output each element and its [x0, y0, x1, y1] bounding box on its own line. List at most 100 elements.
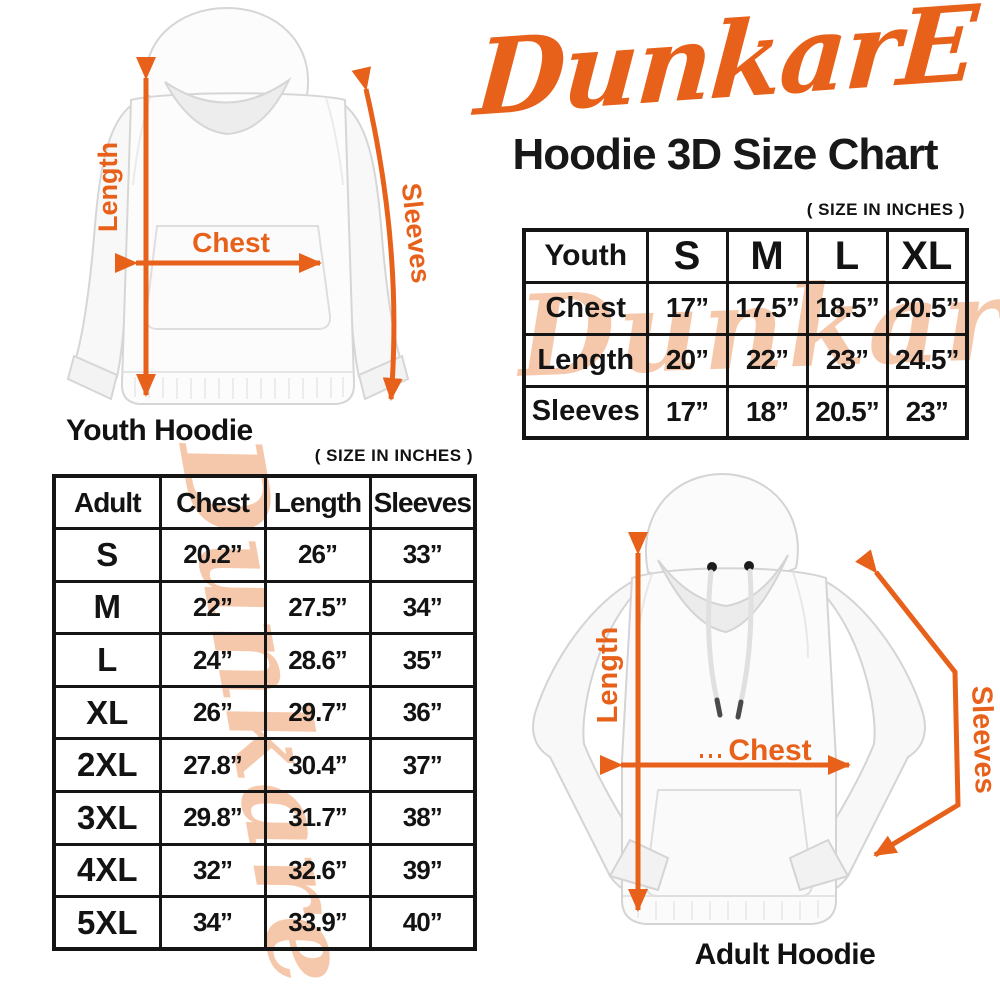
- youth-hoodie-figure: Length Chest Sleeves: [66, 6, 436, 405]
- table-row: L 24” 28.6” 35”: [52, 632, 477, 688]
- table-cell: 38”: [368, 790, 477, 846]
- drawstring-aglets: [714, 697, 744, 720]
- youth-measure-arrows: [115, 57, 403, 401]
- right-eyelet: [744, 561, 754, 571]
- table-cell: 35”: [368, 632, 477, 688]
- table-cell: 3XL: [52, 790, 162, 846]
- table-cell: 27.5”: [263, 579, 372, 636]
- table-cell: Youth: [522, 228, 649, 284]
- table-row: Adult Chest Length Sleeves: [52, 474, 477, 531]
- youth-size-table: Youth S M L XL Chest 17” 17.5” 18.5” 20.…: [522, 228, 969, 440]
- table-cell: 29.7”: [263, 684, 372, 741]
- table-cell: 22”: [725, 332, 809, 388]
- youth-hoodie-caption: Youth Hoodie: [66, 414, 253, 447]
- table-cell: Chest: [158, 474, 267, 531]
- table-cell: S: [52, 527, 162, 583]
- table-cell: 34”: [158, 895, 267, 951]
- table-cell: 37”: [368, 737, 477, 794]
- table-cell: 32”: [158, 842, 267, 899]
- page-title: Hoodie 3D Size Chart: [512, 130, 939, 179]
- table-cell: 2XL: [52, 737, 162, 794]
- table-row: M 22” 27.5” 34”: [52, 579, 477, 636]
- chest-label: Chest: [192, 227, 270, 258]
- table-cell: 23”: [885, 384, 969, 440]
- table-cell: 32.6”: [263, 842, 372, 899]
- hood-opening: [657, 554, 789, 634]
- table-row: 2XL 27.8” 30.4” 37”: [52, 737, 477, 794]
- drawstrings: [706, 568, 754, 705]
- right-cuff-fold: [788, 838, 850, 892]
- table-cell: 40”: [368, 895, 477, 951]
- sleeves-label: Sleeves: [965, 685, 1000, 794]
- table-cell: 20.2”: [158, 527, 267, 583]
- table-row: XL 26” 29.7” 36”: [52, 684, 477, 741]
- table-row: Length 20” 22” 23” 24.5”: [522, 332, 969, 388]
- table-row: S 20.2” 26” 33”: [52, 527, 477, 583]
- table-row: 3XL 29.8” 31.7” 38”: [52, 790, 477, 846]
- table-cell: 27.8”: [158, 737, 267, 794]
- table-cell: Adult: [52, 474, 162, 531]
- table-cell: 34”: [368, 579, 477, 636]
- hood: [645, 472, 799, 582]
- table-cell: Length: [263, 474, 372, 531]
- table-cell: 20.5”: [805, 384, 889, 440]
- left-cuff: [66, 354, 119, 401]
- chest-label: Chest: [728, 734, 811, 767]
- table-cell: 20”: [645, 332, 729, 388]
- table-cell: 22”: [158, 579, 267, 636]
- adult-hoodie-caption: Adult Hoodie: [694, 938, 876, 971]
- sleeves-label: Sleeves: [396, 181, 436, 284]
- table-cell: M: [52, 579, 162, 636]
- table-cell: 5XL: [52, 895, 162, 951]
- table-cell: 4XL: [52, 842, 162, 899]
- sleeves-arrow: [855, 549, 961, 858]
- table-cell: 28.6”: [263, 632, 372, 688]
- left-eyelet: [707, 562, 717, 572]
- table-cell: 33.9”: [263, 895, 372, 951]
- table-cell: 26”: [263, 527, 372, 583]
- adult-hoodie-drawing: [532, 472, 926, 925]
- table-cell: Sleeves: [522, 384, 649, 440]
- adult-measure-arrows: [600, 532, 961, 913]
- brand-logo: DunkarE: [450, 0, 1000, 140]
- table-cell: 20.5”: [885, 280, 969, 336]
- table-row: Youth S M L XL: [522, 228, 969, 284]
- hood-opening: [164, 77, 292, 136]
- table-cell: 39”: [368, 842, 477, 899]
- table-cell: Length: [522, 332, 649, 388]
- table-row: Chest 17” 17.5” 18.5” 20.5”: [522, 280, 969, 336]
- length-label: Length: [93, 142, 123, 232]
- table-row: 4XL 32” 32.6” 39”: [52, 842, 477, 899]
- table-row: Sleeves 17” 18” 20.5” 23”: [522, 384, 969, 440]
- sleeves-arrow: [351, 66, 403, 401]
- brand-logo-text: DunkarE: [470, 0, 980, 140]
- table-cell: 31.7”: [263, 790, 372, 846]
- adult-size-note: ( SIZE IN INCHES ): [314, 446, 473, 465]
- adult-hoodie-figure: Length Chest Sleeves: [532, 472, 1000, 925]
- table-cell: Sleeves: [368, 474, 477, 531]
- table-cell: 26”: [158, 684, 267, 741]
- pocket: [644, 789, 814, 897]
- table-cell: 24.5”: [885, 332, 969, 388]
- table-cell: M: [725, 228, 809, 284]
- length-label: Length: [592, 627, 624, 724]
- table-cell: 18”: [725, 384, 809, 440]
- table-cell: 24”: [158, 632, 267, 688]
- table-cell: 17”: [645, 384, 729, 440]
- table-cell: 29.8”: [158, 790, 267, 846]
- table-cell: 30.4”: [263, 737, 372, 794]
- table-cell: XL: [52, 684, 162, 741]
- table-cell: 17”: [645, 280, 729, 336]
- table-cell: 17.5”: [725, 280, 809, 336]
- table-cell: Chest: [522, 280, 649, 336]
- table-cell: L: [805, 228, 889, 284]
- table-cell: XL: [885, 228, 969, 284]
- table-cell: 23”: [805, 332, 889, 388]
- table-cell: 33”: [368, 527, 477, 583]
- table-row: 5XL 34” 33.9” 40”: [52, 895, 477, 951]
- adult-size-table: Adult Chest Length Sleeves S 20.2” 26” 3…: [52, 474, 477, 952]
- table-cell: S: [645, 228, 729, 284]
- table-cell: 18.5”: [805, 280, 889, 336]
- table-cell: L: [52, 632, 162, 688]
